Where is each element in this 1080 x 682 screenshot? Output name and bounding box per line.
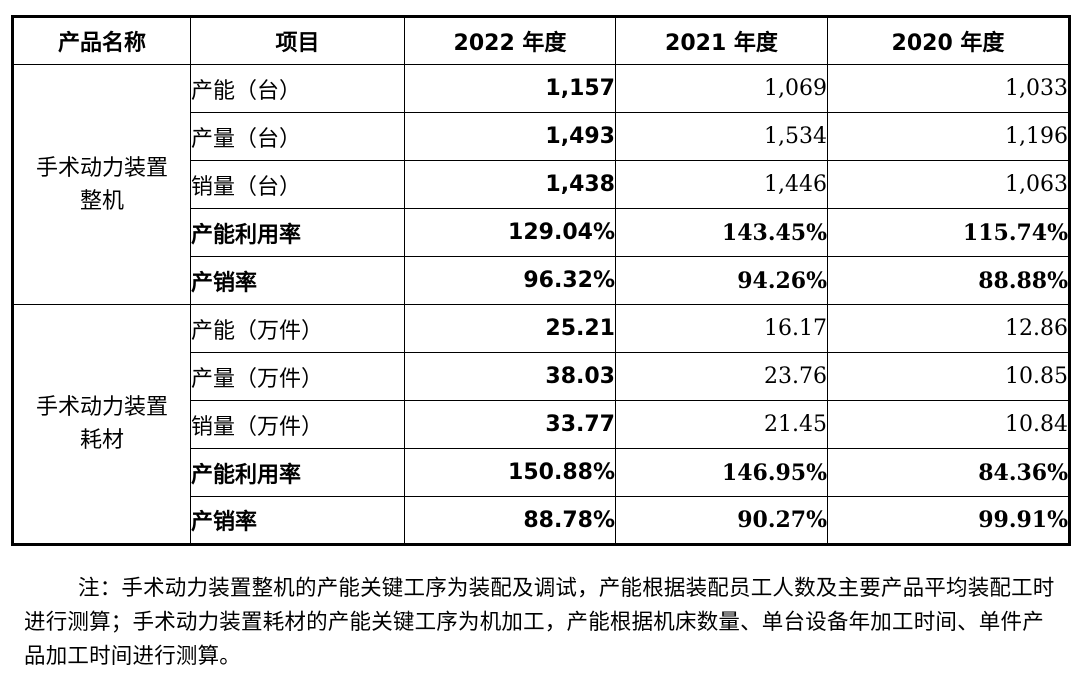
table-row: 产能利用率 150.88% 146.95% 84.36% [13,448,1070,497]
header-item: 项目 [190,16,405,65]
value-2020-cell: 1,196 [827,112,1070,161]
item-cell: 产能（万件） [190,304,405,353]
value-2022-cell: 88.78% [404,496,616,545]
value-2020-cell: 99.91% [827,496,1070,545]
value-2021-cell: 90.27% [615,496,828,545]
value-2022-cell: 33.77 [404,400,616,449]
value-2021-cell: 94.26% [615,256,828,305]
value-2022-cell: 150.88% [404,448,616,497]
table-row: 产量（万件） 38.03 23.76 10.85 [13,352,1070,401]
value-2021-cell: 146.95% [615,448,828,497]
item-cell: 产能（台） [190,64,405,113]
header-2022: 2022 年度 [404,16,616,65]
header-row: 产品名称 项目 2022 年度 2021 年度 2020 年度 [12,16,1070,65]
table-row: 手术动力装置耗材 产能（万件） 25.21 16.17 12.86 [12,304,1070,545]
item-cell: 产量（万件） [190,352,405,401]
value-2020-cell: 10.85 [827,352,1070,401]
value-2020-cell: 115.74% [827,208,1070,257]
value-2020-cell: 84.36% [827,448,1070,497]
value-2020-cell: 88.88% [827,256,1070,305]
value-2022-cell: 129.04% [404,208,616,257]
item-cell: 产能利用率 [190,208,405,257]
header-2021: 2021 年度 [615,16,828,65]
table-row: 产销率 96.32% 94.26% 88.88% [13,256,1070,305]
value-2021-cell: 1,534 [615,112,828,161]
value-2022-cell: 1,438 [404,160,616,209]
value-2021-cell: 23.76 [615,352,828,401]
value-2020-cell: 1,063 [827,160,1070,209]
value-2021-cell: 1,069 [615,64,828,113]
value-2020-cell: 1,033 [827,64,1070,113]
product-name-cell: 手术动力装置整机 [12,64,191,305]
value-2022-cell: 96.32% [404,256,616,305]
product-name: 手术动力装置整机 [35,155,168,214]
table-row: 产销率 88.78% 90.27% 99.91% [13,496,1070,545]
item-cell: 产销率 [190,256,405,305]
item-cell: 销量（万件） [190,400,405,449]
value-2020-cell: 10.84 [827,400,1070,449]
capacity-table: 产品名称 项目 2022 年度 2021 年度 2020 年度 手术动力装置整机… [11,15,1071,546]
value-2020-cell: 12.86 [827,304,1070,353]
header-product: 产品名称 [12,16,191,65]
footnote: 注：手术动力装置整机的产能关键工序为装配及调试，产能根据装配员工人数及主要产品平… [24,576,1055,669]
table-body: 手术动力装置整机 产能（台） 1,157 1,069 1,033 产量（台） 1,493 1,… [12,64,1070,545]
header-2020: 2020 年度 [827,16,1070,65]
table-row: 销量（万件） 33.77 21.45 10.84 [13,400,1070,449]
item-cell: 销量（台） [190,160,405,209]
table-row: 手术动力装置整机 产能（台） 1,157 1,069 1,033 [12,64,1070,305]
item-cell: 产销率 [190,496,405,545]
table-row: 产能利用率 129.04% 143.45% 115.74% [13,208,1070,257]
value-2021-cell: 21.45 [615,400,828,449]
product-name: 手术动力装置耗材 [35,395,168,453]
value-2022-cell: 1,157 [404,64,616,113]
item-cell: 产量（台） [190,112,405,161]
value-2022-cell: 38.03 [404,352,616,401]
value-2021-cell: 1,446 [615,160,828,209]
product-name-cell: 手术动力装置耗材 [12,304,191,545]
value-2021-cell: 16.17 [615,304,828,353]
value-2021-cell: 143.45% [615,208,828,257]
item-cell: 产能利用率 [190,448,405,497]
value-2022-cell: 1,493 [404,112,616,161]
value-2022-cell: 25.21 [404,304,616,353]
